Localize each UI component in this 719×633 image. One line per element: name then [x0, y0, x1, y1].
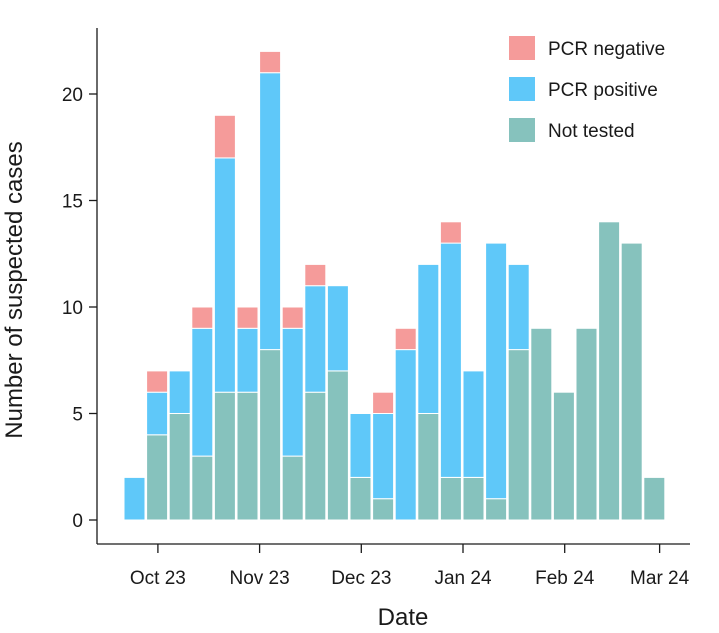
bars-layer — [123, 50, 666, 521]
bar-segment-pcr-positive — [213, 157, 236, 393]
bar-segment-not-tested — [575, 327, 598, 521]
bar-segment-pcr-positive — [485, 242, 508, 500]
bar-segment-not-tested — [236, 391, 259, 521]
bar-segment-pcr-positive — [281, 327, 304, 457]
x-tick-label: Jan 24 — [434, 568, 491, 589]
x-tick-label: Mar 24 — [630, 568, 690, 589]
bar-segment-pcr-negative — [394, 327, 417, 351]
legend-swatch-not-tested — [509, 118, 535, 142]
bar-segment-pcr-positive — [259, 72, 282, 351]
y-tick-label: 0 — [72, 511, 83, 532]
x-axis-title: Date — [378, 604, 429, 631]
y-axis-title: Number of suspected cases — [1, 141, 28, 438]
bar-segment-not-tested — [598, 221, 621, 521]
bar-segment-not-tested — [372, 498, 395, 521]
bar-segment-pcr-negative — [439, 221, 462, 244]
bar-segment-pcr-positive — [236, 327, 259, 393]
bar-segment-pcr-positive — [417, 263, 440, 414]
bar-segment-pcr-positive — [349, 413, 372, 478]
bar-segment-not-tested — [507, 349, 530, 521]
bar-segment-pcr-positive — [507, 263, 530, 351]
legend-label: PCR negative — [548, 39, 665, 60]
bar-segment-pcr-negative — [213, 114, 236, 159]
bar-segment-pcr-negative — [372, 391, 395, 415]
bar-segment-pcr-positive — [191, 327, 214, 457]
bar-segment-not-tested — [304, 391, 327, 521]
bar-segment-pcr-negative — [146, 370, 169, 393]
bar-segment-not-tested — [439, 476, 462, 521]
y-tick-label: 5 — [72, 405, 83, 426]
bar-segment-not-tested — [191, 455, 214, 521]
bar-segment-pcr-positive — [372, 413, 395, 500]
legend-label: PCR positive — [548, 80, 658, 101]
bar-segment-not-tested — [417, 413, 440, 521]
bar-segment-not-tested — [168, 413, 191, 521]
bar-segment-not-tested — [552, 391, 575, 521]
y-tick-label: 10 — [62, 298, 83, 319]
x-tick-label: Oct 23 — [130, 568, 186, 589]
bar-segment-pcr-positive — [439, 242, 462, 478]
y-tick-label: 20 — [62, 85, 83, 106]
bar-segment-pcr-negative — [259, 50, 282, 74]
legend-swatch-pcr-negative — [509, 36, 535, 60]
bar-segment-not-tested — [643, 476, 666, 521]
legend-swatch-pcr-positive — [509, 77, 535, 101]
bar-segment-pcr-positive — [462, 370, 485, 478]
x-tick-label: Feb 24 — [535, 568, 595, 589]
bar-segment-pcr-positive — [394, 349, 417, 521]
bar-segment-pcr-negative — [236, 306, 259, 329]
bar-segment-pcr-positive — [146, 391, 169, 436]
bar-segment-not-tested — [259, 349, 282, 521]
bar-segment-not-tested — [326, 370, 349, 521]
x-tick-label: Dec 23 — [331, 568, 391, 589]
bar-segment-not-tested — [213, 391, 236, 521]
y-tick-label: 15 — [62, 192, 83, 213]
legend-label: Not tested — [548, 121, 635, 142]
bar-segment-not-tested — [485, 498, 508, 521]
bar-segment-pcr-positive — [326, 285, 349, 372]
x-tick-label: Nov 23 — [229, 568, 289, 589]
bar-segment-not-tested — [620, 242, 643, 521]
bar-segment-pcr-negative — [304, 263, 327, 287]
legend: PCR negative PCR positive Not tested — [509, 36, 665, 142]
bar-segment-pcr-positive — [123, 476, 146, 521]
bar-segment-not-tested — [462, 476, 485, 521]
bar-segment-not-tested — [281, 455, 304, 521]
bar-segment-not-tested — [349, 476, 372, 521]
bar-segment-not-tested — [530, 327, 553, 521]
axes-layer: 0 5 10 15 20 Oct 23 Nov 23 Dec 23 Jan 24 Feb 24 Ma… — [62, 28, 690, 589]
bar-segment-pcr-positive — [304, 285, 327, 393]
bar-segment-pcr-negative — [281, 306, 304, 329]
bar-segment-pcr-positive — [168, 370, 191, 414]
bar-segment-not-tested — [146, 434, 169, 521]
bar-segment-pcr-negative — [191, 306, 214, 329]
